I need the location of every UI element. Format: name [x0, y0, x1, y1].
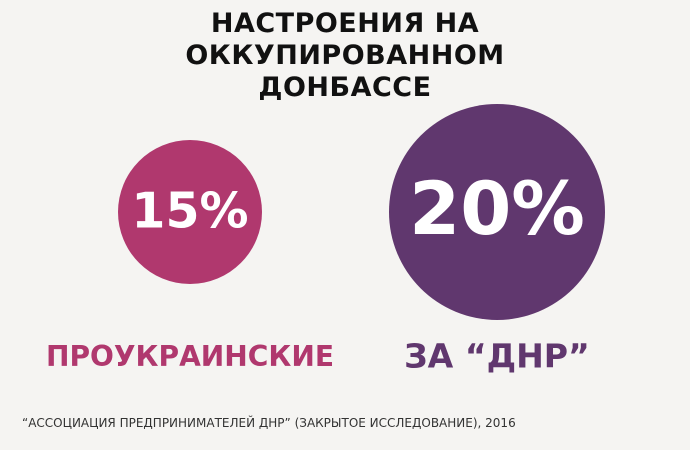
source-note: “АССОЦИАЦИЯ ПРЕДПРИНИМАТЕЛЕЙ ДНР” (ЗАКРЫ…: [22, 416, 516, 430]
value-label: 15%: [131, 183, 248, 240]
bubble: [118, 140, 262, 284]
value-label: 20%: [409, 167, 585, 252]
category-label: ПРОУКРАИНСКИЕ: [46, 340, 334, 373]
category-label: ЗА “ДНР”: [404, 337, 590, 376]
bubble: [389, 104, 605, 320]
chart-title: НАСТРОЕНИЯ НА ОККУПИРОВАННОМ ДОНБАССЕ: [185, 8, 505, 103]
